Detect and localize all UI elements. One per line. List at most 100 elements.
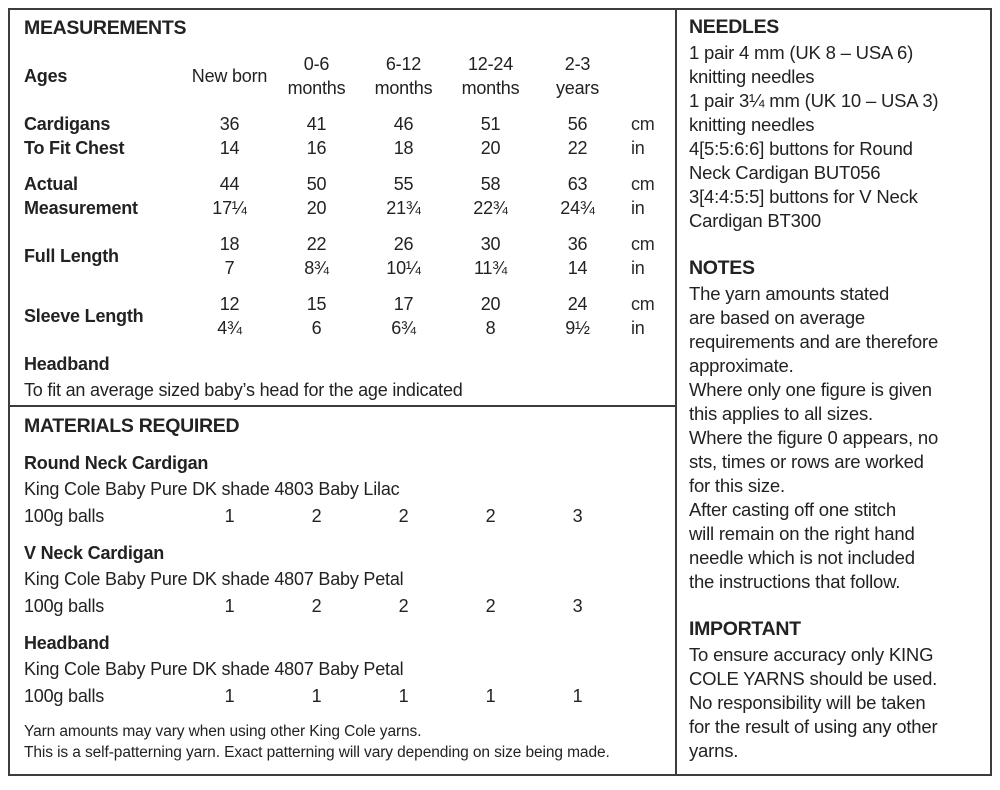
- material-name: Headband: [24, 633, 110, 653]
- unit-cell: cm: [631, 114, 655, 134]
- value-cell: 17: [393, 294, 414, 314]
- text-line: for the result of using any other: [689, 716, 938, 737]
- age-column-newborn: New born: [186, 64, 273, 88]
- value-cell: 10¼: [386, 258, 421, 278]
- balls-label: 100g balls: [24, 686, 105, 706]
- value-cell: 20: [480, 138, 501, 158]
- balls-count: 2: [485, 596, 496, 616]
- notes-lines: The yarn amounts stated are based on aver…: [689, 282, 982, 594]
- age-column-2-3-years: 2-3 years: [534, 52, 621, 100]
- text-line: Where the figure 0 appears, no: [689, 427, 939, 448]
- age-column-0-6-months: 0-6 months: [273, 52, 360, 100]
- text-line: The yarn amounts stated: [689, 283, 890, 304]
- material-yarn: King Cole Baby Pure DK shade 4807 Baby P…: [24, 659, 404, 679]
- text-line: Where only one figure is given: [689, 379, 932, 400]
- text-line: needle which is not included: [689, 547, 915, 568]
- age-column-12-24-months: 12-24 months: [447, 52, 534, 100]
- materials-title: MATERIALS REQUIRED: [24, 415, 240, 437]
- text-line: requirements and are therefore: [689, 331, 939, 352]
- row-label-line: Actual: [24, 174, 78, 194]
- balls-count: 1: [398, 686, 409, 706]
- value-cell: 24¾: [560, 198, 595, 218]
- value-cell: 22¾: [473, 198, 508, 218]
- text-line: will remain on the right hand: [689, 523, 915, 544]
- value-cell: 16: [306, 138, 327, 158]
- value-cell: 51: [480, 114, 501, 134]
- value-cell: 50: [306, 174, 327, 194]
- text-line: This is a self-patterning yarn. Exact pa…: [24, 744, 610, 761]
- value-cell: 20: [306, 198, 327, 218]
- notes-title: NOTES: [689, 257, 755, 279]
- value-cell: 12: [219, 294, 240, 314]
- important-section: IMPORTANT To ensure accuracy only KING CO…: [689, 618, 982, 763]
- balls-count: 1: [572, 686, 583, 706]
- text-line: are based on average: [689, 307, 865, 328]
- value-cell: 8¾: [304, 258, 329, 278]
- value-cell: 11¾: [473, 258, 508, 278]
- age-column-line: months: [287, 78, 346, 98]
- text-line: Cardigan BT300: [689, 210, 821, 231]
- needles-section: NEEDLES 1 pair 4 mm (UK 8 – USA 6) knitti…: [689, 16, 982, 233]
- text-line: for this size.: [689, 475, 785, 496]
- measurement-row-to-fit-chest: Cardigans To Fit Chest 36 41 46 51 56 cm…: [24, 112, 667, 160]
- unit-cell: cm: [631, 294, 655, 314]
- material-name: Round Neck Cardigan: [24, 453, 209, 473]
- unit-cell: in: [631, 318, 645, 338]
- value-cell: 41: [306, 114, 327, 134]
- value-cell: 36: [219, 114, 240, 134]
- row-label: Cardigans To Fit Chest: [24, 112, 186, 160]
- ages-header-row: Ages New born 0-6 months 6-12 months 12-…: [24, 52, 667, 100]
- material-name: V Neck Cardigan: [24, 543, 165, 563]
- balls-count: 3: [572, 596, 583, 616]
- balls-count: 1: [485, 686, 496, 706]
- text-line: Yarn amounts may vary when using other K…: [24, 723, 422, 740]
- needles-lines: 1 pair 4 mm (UK 8 – USA 6) knitting needl…: [689, 41, 982, 233]
- headband-note: To fit an average sized baby’s head for …: [24, 380, 463, 400]
- balls-count: 1: [224, 506, 235, 526]
- age-column-line: months: [374, 78, 433, 98]
- text-line: knitting needles: [689, 66, 815, 87]
- text-line: 1 pair 3¼ mm (UK 10 – USA 3): [689, 90, 939, 111]
- balls-count: 1: [311, 686, 322, 706]
- balls-count: 2: [398, 506, 409, 526]
- unit-cell: in: [631, 138, 645, 158]
- text-line: After casting off one stitch: [689, 499, 896, 520]
- text-line: 4[5:5:6:6] buttons for Round: [689, 138, 913, 159]
- text-line: approximate.: [689, 355, 794, 376]
- measurements-title: MEASUREMENTS: [24, 17, 187, 39]
- measurement-row-full-length: Full Length 18 22 26 30 36 cm 7 8¾ 10¼ 1…: [24, 232, 667, 280]
- row-label-line: To Fit Chest: [24, 138, 125, 158]
- value-cell: 56: [567, 114, 588, 134]
- value-cell: 55: [393, 174, 414, 194]
- needles-title: NEEDLES: [689, 16, 780, 38]
- value-cell: 6¾: [391, 318, 416, 338]
- text-line: knitting needles: [689, 114, 815, 135]
- age-column-line: 2-3: [564, 54, 591, 74]
- material-balls-row: 100g balls 1 2 2 2 3: [24, 504, 667, 528]
- value-cell: 14: [567, 258, 588, 278]
- row-label: Sleeve Length: [24, 304, 186, 328]
- balls-count: 1: [224, 596, 235, 616]
- value-cell: 8: [485, 318, 496, 338]
- material-balls-row: 100g balls 1 2 2 2 3: [24, 594, 667, 618]
- material-yarn: King Cole Baby Pure DK shade 4807 Baby P…: [24, 569, 404, 589]
- materials-footnotes: Yarn amounts may vary when using other K…: [24, 721, 614, 763]
- material-balls-row: 100g balls 1 1 1 1 1: [24, 684, 667, 708]
- text-line: 1 pair 4 mm (UK 8 – USA 6): [689, 42, 914, 63]
- headband-note-block: Headband To fit an average sized baby’s …: [24, 352, 667, 402]
- value-cell: 26: [393, 234, 414, 254]
- value-cell: 15: [306, 294, 327, 314]
- text-line: COLE YARNS should be used.: [689, 668, 938, 689]
- value-cell: 6: [311, 318, 322, 338]
- balls-count: 3: [572, 506, 583, 526]
- text-line: 3[4:4:5:5] buttons for V Neck: [689, 186, 918, 207]
- value-cell: 30: [480, 234, 501, 254]
- ages-label: Ages: [24, 65, 68, 86]
- balls-label: 100g balls: [24, 506, 105, 526]
- age-column-line: months: [461, 78, 520, 98]
- row-label: Actual Measurement: [24, 172, 186, 220]
- age-column-line: New born: [191, 66, 268, 86]
- value-cell: 17¼: [212, 198, 247, 218]
- text-line: Neck Cardigan BUT056: [689, 162, 881, 183]
- row-label-line: Sleeve Length: [24, 306, 144, 326]
